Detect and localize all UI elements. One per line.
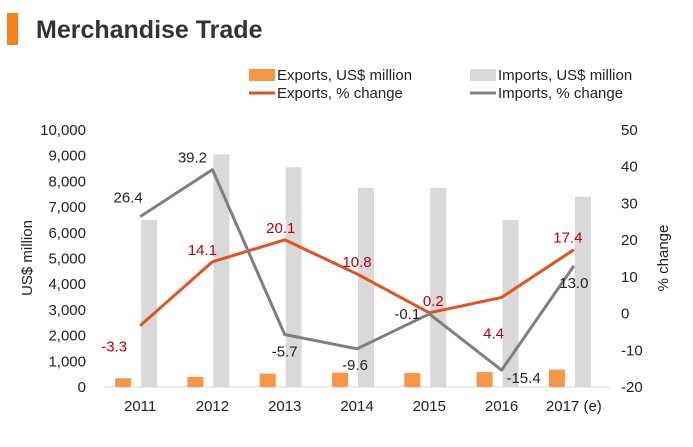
imports-bar — [358, 187, 374, 387]
exports-bar — [115, 378, 132, 387]
y-tick-label: 1,000 — [48, 353, 86, 370]
imports-bar — [574, 196, 591, 387]
y2-tick-label: 20 — [621, 232, 638, 249]
imports-change-data-label: 39.2 — [178, 150, 207, 167]
exports-bar — [259, 373, 276, 387]
imports-change-line — [139, 168, 576, 372]
imports-bar — [502, 219, 519, 387]
exports-change-data-label: 14.1 — [188, 242, 217, 259]
x-tick-label: 2015 — [413, 398, 446, 415]
exports-change-data-label: 20.1 — [266, 220, 295, 237]
plot-area: 0 1,000 2,000 3,000 4,000 5,000 6,000 7,000 8,00… — [19, 122, 672, 415]
y-tick-label: 9,000 — [48, 148, 86, 165]
y-tick-label: 5,000 — [48, 251, 86, 268]
legend-label: Imports, US$ million — [498, 67, 632, 84]
chart-title: Merchandise Trade — [36, 16, 263, 44]
exports-change-data-label: 17.4 — [553, 230, 582, 247]
y2-tick-label: -20 — [621, 379, 643, 396]
exports-change-data-label: 10.8 — [342, 254, 371, 271]
x-tick-label: 2014 — [340, 398, 373, 415]
x-tick-label: 2012 — [196, 398, 229, 415]
imports-change-data-label: -9.6 — [342, 357, 368, 374]
title-accent-bar — [7, 13, 18, 45]
exports-change-line — [139, 238, 575, 327]
y-tick-label: 3,000 — [48, 302, 86, 319]
y2-axis-title: % change — [655, 225, 672, 292]
legend-label: Imports, % change — [498, 85, 623, 102]
imports-bar — [141, 219, 158, 387]
y-axis-title: US$ million — [19, 220, 36, 296]
y-tick-label: 0 — [78, 379, 86, 396]
legend-swatch-bar — [470, 69, 496, 81]
y-tick-label: 2,000 — [48, 328, 86, 345]
exports-change-data-label: 0.2 — [423, 293, 444, 310]
legend-label: Exports, US$ million — [277, 67, 412, 84]
imports-change-data-label: -5.7 — [272, 343, 298, 360]
exports-bar — [404, 373, 421, 387]
x-tick-label: 2013 — [268, 398, 301, 415]
imports-change-data-label: 13.0 — [559, 275, 588, 292]
exports-change-data-label: -3.3 — [101, 339, 127, 356]
imports-change-data-label: -0.1 — [394, 306, 420, 323]
exports-change-data-label: 4.4 — [483, 325, 504, 342]
y2-tick-label: 40 — [621, 159, 638, 176]
y-tick-label: 8,000 — [48, 173, 86, 190]
y2-tick-label: 0 — [621, 306, 629, 323]
legend: Exports, US$ million Imports, US$ million… — [249, 67, 632, 102]
exports-bar — [476, 372, 493, 387]
imports-change-data-label: 26.4 — [114, 190, 143, 207]
exports-bar — [548, 369, 565, 387]
x-tick-label: 2017 (e) — [546, 398, 602, 415]
exports-bar — [332, 372, 348, 387]
legend-swatch-bar — [249, 69, 275, 81]
x-tick-label: 2011 — [124, 398, 156, 415]
x-tick-label: 2016 — [485, 398, 518, 415]
y-tick-label: 7,000 — [48, 199, 86, 216]
y2-tick-label: 50 — [621, 122, 638, 139]
y-tick-label: 10,000 — [40, 122, 86, 139]
imports-bar — [213, 154, 230, 387]
legend-label: Exports, % change — [277, 85, 403, 102]
y-tick-label: 6,000 — [48, 225, 86, 242]
imports-bar — [285, 167, 302, 387]
y2-tick-label: 10 — [621, 269, 638, 286]
imports-bar — [430, 187, 447, 387]
y-tick-label: 4,000 — [48, 276, 86, 293]
imports-change-data-label: -15.4 — [506, 370, 540, 387]
y2-tick-label: 30 — [621, 195, 638, 212]
y2-tick-label: -10 — [621, 342, 643, 359]
exports-bar — [187, 376, 204, 387]
